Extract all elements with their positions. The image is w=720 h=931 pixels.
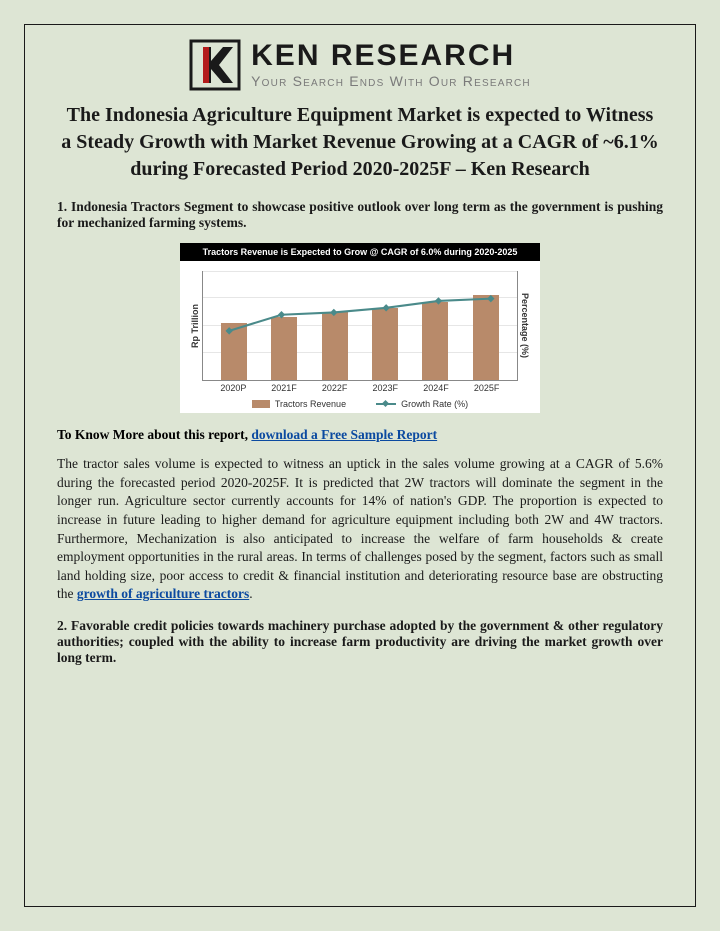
chart-legend: Tractors Revenue Growth Rate (%) (188, 399, 532, 409)
cta-prefix: To Know More about this report, (57, 427, 251, 442)
chart-y-axis-right-label: Percentage (%) (518, 271, 532, 381)
logo-block: KEN RESEARCH Your Search Ends With Our R… (57, 39, 663, 96)
section-1-lead: 1. Indonesia Tractors Segment to showcas… (57, 199, 663, 231)
body-paragraph-1: The tractor sales volume is expected to … (57, 455, 663, 604)
line-swatch-icon (376, 403, 396, 405)
logo-mark-icon (189, 39, 241, 91)
chart-title: Tractors Revenue is Expected to Grow @ C… (180, 243, 540, 261)
chart-y-axis-left-label: Rp Trillion (188, 271, 202, 381)
logo-tagline: Your Search Ends With Our Research (251, 73, 531, 89)
logo-brand-text: KEN RESEARCH (251, 41, 515, 71)
chart-plot-area (202, 271, 518, 381)
revenue-chart: Tractors Revenue is Expected to Grow @ C… (180, 243, 540, 413)
growth-tractors-link[interactable]: growth of agriculture tractors (77, 586, 249, 601)
document-page: { "logo": { "brand": "KEN RESEARCH", "ta… (24, 24, 696, 907)
legend-label-2: Growth Rate (%) (401, 399, 468, 409)
download-sample-link[interactable]: download a Free Sample Report (251, 427, 437, 442)
legend-label-1: Tractors Revenue (275, 399, 346, 409)
page-title: The Indonesia Agriculture Equipment Mark… (61, 102, 659, 183)
body-1-post: . (249, 586, 252, 601)
body-1-text: The tractor sales volume is expected to … (57, 456, 663, 601)
section-2-lead: 2. Favorable credit policies towards mac… (57, 618, 663, 666)
cta-line: To Know More about this report, download… (57, 427, 663, 443)
bar-swatch-icon (252, 400, 270, 408)
